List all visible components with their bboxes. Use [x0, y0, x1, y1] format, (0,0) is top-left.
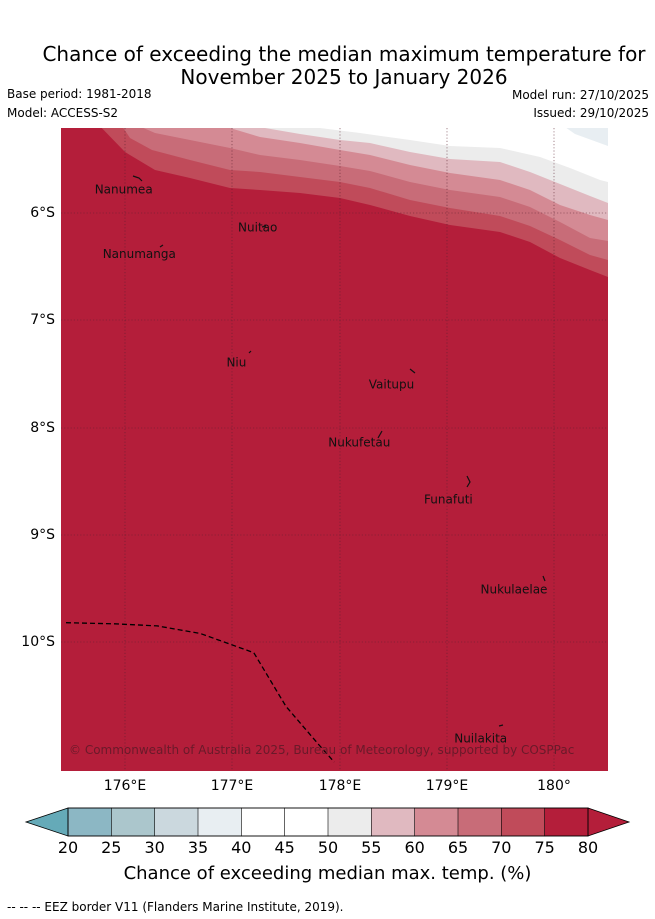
place-labels: Nanumea Nuitao Nanumanga Niu Vaitupu Nukufeta…: [95, 183, 548, 746]
colorbar-tick-label: 40: [231, 838, 252, 857]
probability-band-50: [320, 128, 608, 182]
colorbar-tick-label: 45: [274, 838, 295, 857]
place-label-niu: Niu: [226, 355, 246, 369]
island-nukulaelae: [542, 575, 546, 582]
place-label-funafuti: Funafuti: [424, 492, 473, 506]
title-line-1: Chance of exceeding the median maximum t…: [42, 42, 646, 66]
issued-date: Issued: 29/10/2025: [533, 106, 649, 120]
colorbar-tick-label: 20: [57, 838, 79, 857]
colorbar-tick-label: 80: [577, 838, 599, 857]
colorbar-segment: [197, 807, 242, 837]
colorbar-label: Chance of exceeding median max. temp. (%…: [123, 863, 532, 884]
colorbar-segment: [327, 807, 372, 837]
base-period: Base period: 1981-2018: [7, 87, 152, 101]
place-label-nanumea: Nanumea: [95, 183, 153, 197]
colorbar-segments: [67, 807, 589, 837]
eez-footnote: -- -- -- EEZ border V11 (Flanders Marine…: [7, 900, 344, 914]
place-label-nukufetau: Nukufetau: [328, 436, 390, 450]
colorbar-segment: [371, 807, 416, 837]
colorbar-segment: [67, 807, 112, 837]
y-tick-label: 9°S: [30, 527, 55, 543]
x-tick-label: 176°E: [103, 778, 147, 794]
island-funafuti: [466, 475, 471, 488]
colorbar-high-extension: [587, 807, 631, 837]
map-area: Nanumea Nuitao Nanumanga Niu Vaitupu Nukufeta…: [61, 128, 608, 771]
model-run: Model run: 27/10/2025: [511, 88, 649, 102]
island-nanumea: [132, 175, 143, 182]
island-niu: [248, 350, 252, 354]
place-label-nanumanga: Nanumanga: [103, 247, 176, 261]
colorbar-segment: [414, 807, 459, 837]
probability-band-40: [566, 128, 608, 146]
y-tick-label: 6°S: [30, 205, 55, 221]
colorbar-segment: [154, 807, 199, 837]
copyright-notice: © Commonwealth of Australia 2025, Bureau…: [69, 743, 575, 757]
colorbar-tick-label: 65: [447, 838, 469, 857]
place-label-vaitupu: Vaitupu: [369, 378, 415, 392]
colorbar-segment: [284, 807, 329, 837]
y-tick-label: 7°S: [30, 312, 55, 328]
colorbar-tick-label: 75: [534, 838, 555, 857]
islands: [132, 175, 546, 727]
island-vaitupu: [409, 368, 416, 374]
colorbar-segment: [544, 807, 589, 837]
colorbar-segment: [241, 807, 286, 837]
x-tick-label: 178°E: [318, 778, 362, 794]
eez-border-line: [65, 622, 335, 763]
place-label-nuilakita: Nuilakita: [454, 732, 507, 746]
colorbar-tick-label: 25: [101, 838, 122, 857]
colorbar-tick-label: 50: [317, 838, 339, 857]
y-tick-label: 8°S: [30, 420, 55, 436]
place-label-nuitao: Nuitao: [238, 221, 277, 235]
colorbar-tick-label: 55: [361, 838, 382, 857]
x-tick-label: 180°: [537, 778, 571, 794]
x-tick-label: 177°E: [210, 778, 254, 794]
colorbar: [24, 807, 631, 837]
title-line-2: November 2025 to January 2026: [180, 65, 508, 89]
island-nuilakita: [498, 724, 504, 727]
colorbar-segment: [111, 807, 156, 837]
x-tick-label: 179°E: [425, 778, 469, 794]
colorbar-tick-label: 30: [144, 838, 165, 857]
colorbar-segment: [457, 807, 502, 837]
colorbar-low-extension: [24, 807, 69, 837]
island-nanumanga: [159, 244, 164, 248]
island-nukufetau: [377, 430, 383, 439]
colorbar-tick-label: 35: [187, 838, 209, 857]
model-name: Model: ACCESS-S2: [7, 106, 119, 120]
colorbar-tick-label: 60: [404, 838, 425, 857]
colorbar-tick-label: 70: [491, 838, 512, 857]
place-label-nukulaelae: Nukulaelae: [481, 583, 548, 597]
island-nuitao: [261, 225, 267, 228]
colorbar-segment: [501, 807, 546, 837]
y-tick-label: 10°S: [21, 634, 55, 650]
